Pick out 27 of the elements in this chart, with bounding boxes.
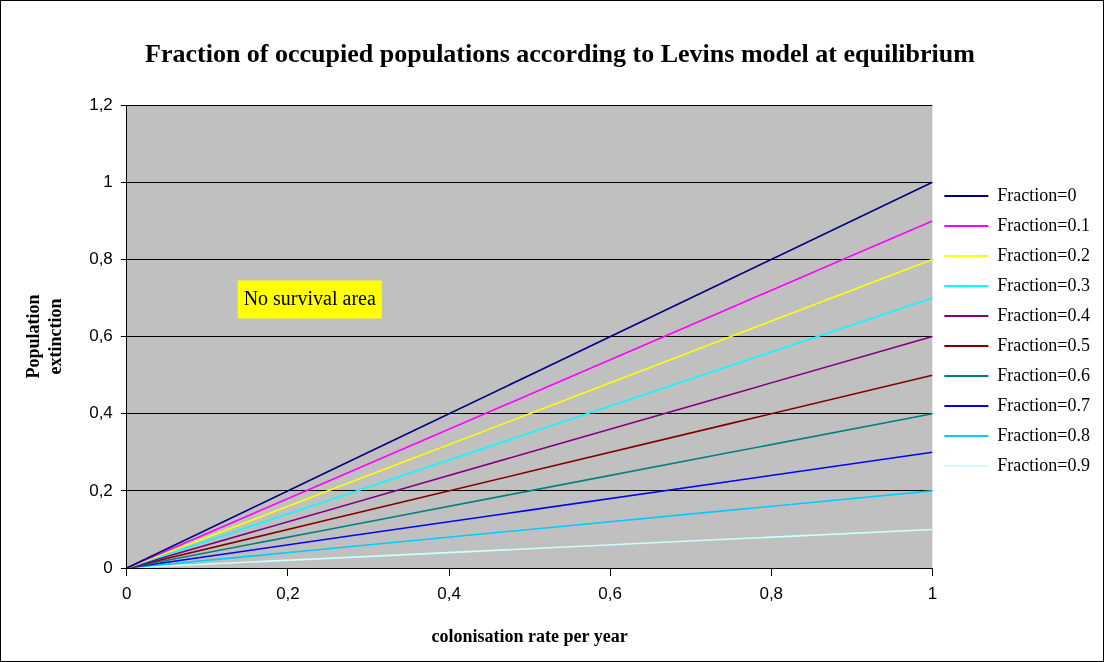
chart-title: Fraction of occupied populations according to Levins model at equilibrium: [145, 39, 976, 69]
x-tick-label: 0: [122, 583, 132, 603]
legend-label: Fraction=0.2: [997, 244, 1090, 265]
legend-label: Fraction=0.7: [997, 394, 1090, 415]
y-tick-label: 0,4: [89, 403, 113, 423]
legend-label: Fraction=0.9: [997, 454, 1090, 475]
legend-label: Fraction=0.8: [997, 424, 1090, 445]
x-tick-label: 1: [927, 583, 938, 603]
legend-label: Fraction=0.5: [997, 334, 1090, 355]
legend-label: Fraction=0.1: [997, 214, 1090, 235]
legend-label: Fraction=0.3: [997, 274, 1090, 295]
x-tick-label: 0,2: [276, 583, 300, 603]
y-tick-label: 1,2: [89, 94, 113, 114]
x-tick-label: 0,8: [759, 583, 784, 603]
legend-label: Fraction=0.4: [997, 304, 1090, 325]
y-tick-label: 0,2: [89, 480, 113, 500]
y-tick-label: 1: [103, 172, 113, 192]
y-tick-label: 0,8: [89, 249, 113, 269]
x-tick-label: 0,4: [437, 583, 461, 603]
annotation: No survival area: [243, 286, 376, 309]
legend-label: Fraction=0: [997, 184, 1077, 205]
legend-label: Fraction=0.6: [997, 364, 1090, 385]
y-axis-title: Population extinction: [23, 294, 66, 379]
y-tick-label: 0: [103, 557, 113, 577]
x-tick-label: 0,6: [598, 583, 622, 603]
x-axis-title: colonisation rate per year: [431, 625, 628, 646]
y-tick-label: 0,6: [89, 326, 113, 346]
